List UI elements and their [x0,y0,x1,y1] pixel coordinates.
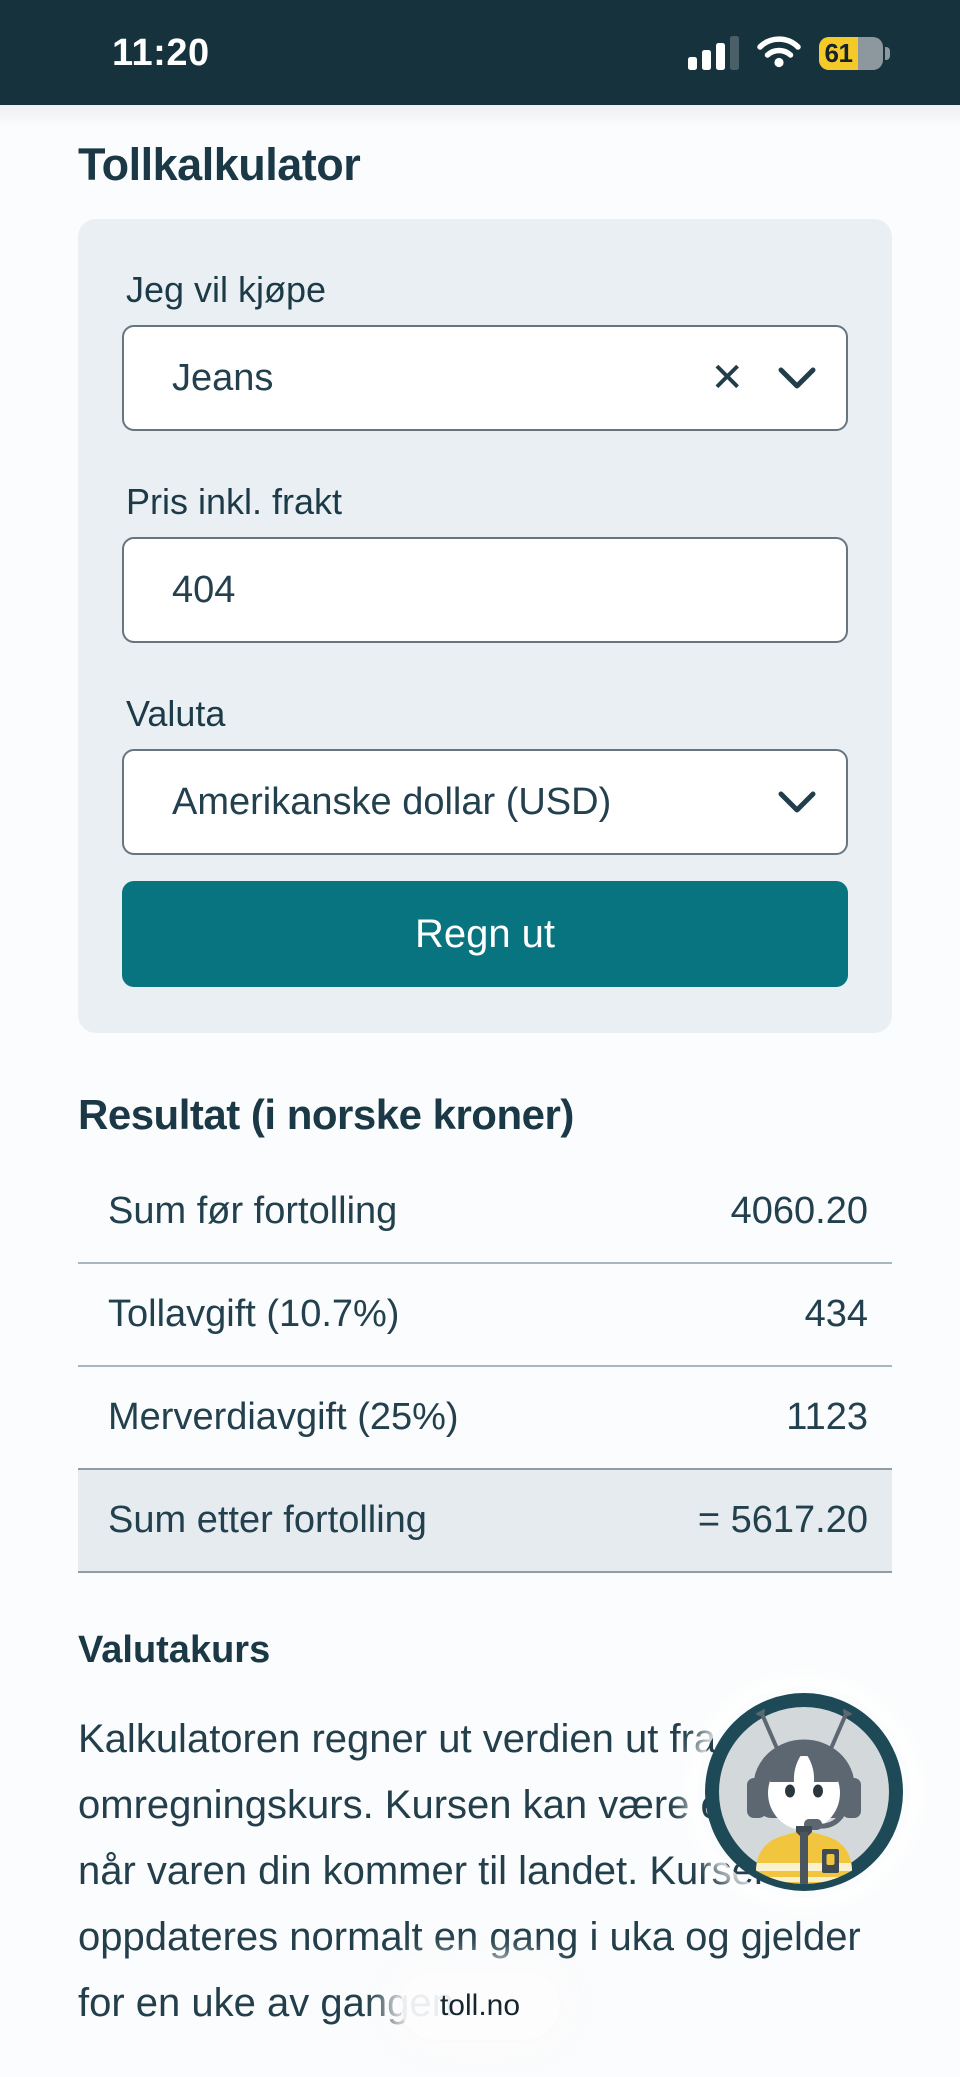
chat-assistant-avatar[interactable] [698,1686,910,1898]
result-row: Sum før fortolling 4060.20 [78,1161,892,1264]
cellular-signal-icon [688,36,739,70]
result-row: Tollavgift (10.7%) 434 [78,1264,892,1367]
result-row: Sum etter fortolling = 5617.20 [78,1470,892,1573]
result-row-label: Sum før fortolling [108,1190,398,1232]
result-row-label: Sum etter fortolling [108,1499,427,1541]
result-row-value: = 5617.20 [697,1499,868,1541]
status-bar: 11:20 61 [0,0,960,105]
item-combobox-value: Jeans [172,356,274,399]
calculator-card: Jeg vil kjøpe Jeans ✕ Pris inkl. frakt V… [78,219,892,1033]
clear-icon[interactable]: ✕ [710,356,744,400]
page-content: Tollkalkulator Jeg vil kjøpe Jeans ✕ Pri… [0,139,960,2036]
status-time: 11:20 [112,32,210,74]
result-row: Merverdiavgift (25%) 1123 [78,1367,892,1470]
browser-url-pill[interactable]: toll.no [400,1972,560,2040]
result-row-value: 4060.20 [730,1190,868,1232]
browser-url-text: toll.no [439,1989,521,2022]
battery-icon: 61 [819,36,890,70]
item-combobox[interactable]: Jeans ✕ [122,325,848,431]
item-label: Jeg vil kjøpe [126,269,327,310]
status-icons: 61 [688,34,890,72]
price-input[interactable] [122,537,848,643]
battery-percent: 61 [824,37,853,68]
calculate-button[interactable]: Regn ut [122,881,848,987]
page-title: Tollkalkulator [78,139,361,190]
wifi-icon [756,34,802,73]
result-row-label: Tollavgift (10.7%) [108,1293,400,1335]
chevron-down-icon [778,790,816,814]
currency-select[interactable]: Amerikanske dollar (USD) [122,749,848,855]
result-row-label: Merverdiavgift (25%) [108,1396,459,1438]
result-heading: Resultat (i norske kroner) [78,1091,574,1138]
result-table: Sum før fortolling 4060.20 Tollavgift (10.… [78,1161,892,1573]
info-heading: Valutakurs [78,1629,271,1671]
result-row-value: 1123 [786,1396,868,1438]
price-label: Pris inkl. frakt [126,481,343,522]
chevron-down-icon[interactable] [778,366,816,390]
header-divider [0,105,960,127]
result-row-value: 434 [804,1293,868,1335]
currency-select-value: Amerikanske dollar (USD) [172,780,612,823]
currency-label: Valuta [126,693,226,734]
